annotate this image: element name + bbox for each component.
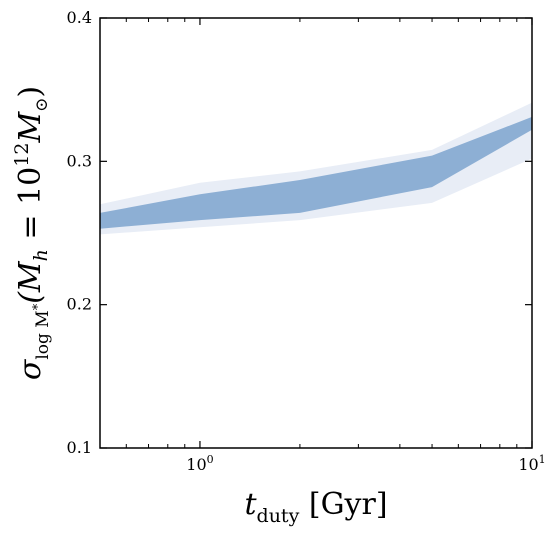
y-axis-label-sun: ⊙: [32, 98, 52, 112]
y-axis-label-eq: = 10: [13, 167, 48, 249]
y-tick-label: 0.3: [67, 151, 92, 170]
y-axis-label-h: h: [30, 249, 52, 261]
y-axis-label-open: (M: [13, 260, 48, 304]
y-axis-label-sub: log M: [33, 310, 53, 359]
y-axis-label-close: ): [13, 86, 48, 98]
x-tick-label: 100: [186, 453, 213, 474]
x-axis-label-main: t: [244, 487, 257, 522]
y-tick-label: 0.2: [67, 295, 92, 314]
x-axis-label-unit-text: [Gyr]: [309, 487, 388, 522]
x-tick-label: 101: [518, 453, 545, 474]
x-axis-label: tduty [Gyr]: [244, 487, 387, 527]
inner-band: [100, 116, 532, 229]
y-axis-label-sigma: σ: [13, 358, 48, 380]
x-axis-label-unit: [299, 487, 309, 522]
x-axis-label-sub: duty: [257, 505, 300, 527]
y-tick-label: 0.1: [67, 438, 92, 457]
confidence-bands: [100, 102, 532, 235]
y-axis-label-exp: 12: [11, 143, 33, 167]
axis-ticks: 0.1 0.2 0.3 0.4 100 101: [67, 8, 546, 474]
y-tick-label: 0.4: [67, 8, 92, 27]
plot-frame: [99, 17, 533, 449]
y-axis-label-sub-star: *: [31, 303, 46, 310]
y-axis-label-msun: M: [13, 111, 48, 144]
y-axis-label: σlog M*(Mh = 1012M⊙): [11, 86, 53, 380]
